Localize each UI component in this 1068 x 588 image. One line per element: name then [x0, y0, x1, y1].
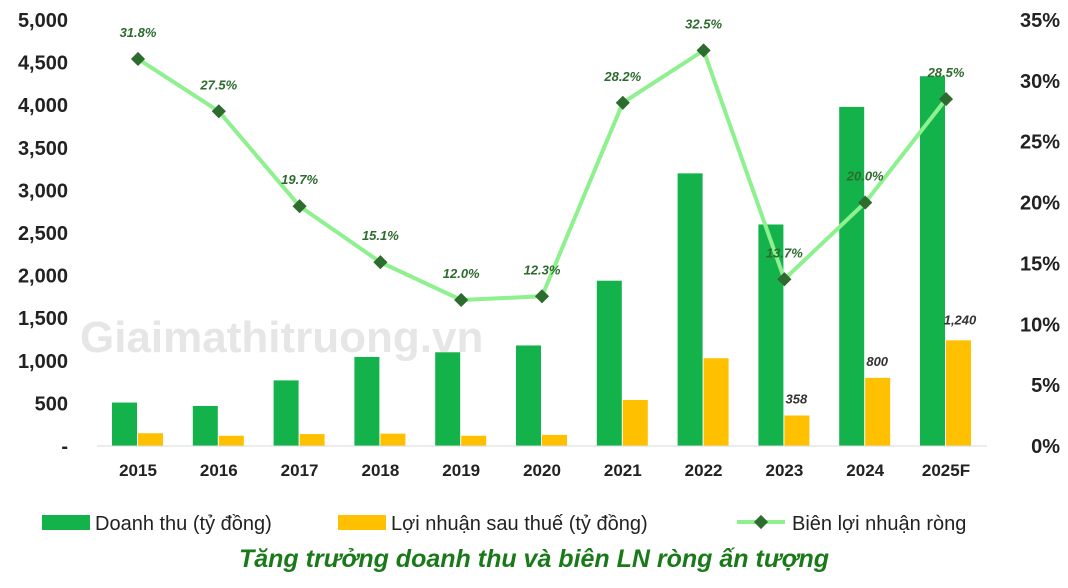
x-tick-label: 2015 — [119, 461, 157, 480]
profit-data-label: 358 — [786, 391, 808, 406]
revenue-bar — [112, 402, 137, 446]
profit-bar — [299, 434, 325, 446]
margin-data-label: 28.5% — [927, 65, 965, 80]
profit-data-label: 1,240 — [944, 312, 977, 327]
revenue-bar — [596, 280, 622, 446]
profit-bar — [622, 399, 648, 446]
legend-label-margin: Biên lợi nhuận ròng — [792, 513, 966, 535]
x-tick-label: 2021 — [604, 461, 642, 480]
margin-marker — [615, 95, 630, 110]
y-right-tick-label: 20% — [1020, 193, 1060, 215]
revenue-bar — [435, 352, 461, 446]
y-right-tick-label: 25% — [1020, 132, 1060, 154]
revenue-bar — [839, 106, 865, 447]
profit-bar — [138, 433, 163, 446]
legend-label-profit: Lợi nhuận sau thuế (tỷ đồng) — [391, 513, 648, 535]
y-left-tick-label: 4,500 — [18, 53, 68, 75]
profit-bar — [703, 358, 729, 446]
margin-data-label: 19.7% — [281, 172, 318, 187]
x-tick-label: 2024 — [846, 461, 884, 480]
y-right-tick-label: 15% — [1020, 253, 1060, 275]
x-tick-label: 2016 — [200, 461, 238, 480]
y-left-tick-label: 2,500 — [18, 223, 68, 245]
y-left-tick-label: 1,500 — [18, 308, 68, 330]
chart-title: Tăng trưởng doanh thu và biên LN ròng ấn… — [239, 545, 829, 573]
margin-data-label: 13.7% — [766, 245, 803, 260]
x-tick-label: 2025F — [922, 461, 970, 480]
profit-bar — [865, 377, 891, 446]
legend-label-revenue: Doanh thu (tỷ đồng) — [95, 513, 272, 535]
y-right-tick-label: 35% — [1020, 10, 1060, 32]
margin-data-label: 12.0% — [443, 266, 480, 281]
revenue-bar — [354, 356, 380, 446]
y-right-tick-label: 30% — [1020, 71, 1060, 93]
profit-bar — [218, 435, 244, 446]
revenue-bar — [516, 345, 541, 446]
x-tick-label: 2023 — [765, 461, 803, 480]
revenue-bar — [273, 380, 299, 446]
margin-data-label: 27.5% — [199, 77, 237, 92]
profit-data-label: 800 — [866, 354, 888, 369]
profit-bar — [946, 340, 971, 446]
margin-data-label: 32.5% — [685, 16, 722, 31]
legend-swatch-revenue — [42, 515, 90, 530]
revenue-bar — [677, 173, 703, 447]
profit-bar — [461, 435, 487, 446]
x-tick-label: 2017 — [281, 461, 319, 480]
margin-data-label: 20.0% — [846, 169, 884, 184]
margin-marker — [534, 289, 550, 304]
y-left-tick-label: 5,000 — [18, 10, 68, 32]
y-left-tick-label: 2,000 — [18, 266, 68, 288]
x-tick-label: 2022 — [685, 461, 723, 480]
margin-marker — [454, 292, 469, 308]
y-right-tick-label: 5% — [1031, 375, 1060, 397]
margin-marker — [938, 92, 954, 107]
margin-data-label: 15.1% — [362, 228, 399, 243]
y-left-tick-label: 500 — [35, 393, 68, 415]
y-left-tick-label: 4,000 — [18, 95, 68, 117]
y-left-tick-label: 1,000 — [18, 351, 68, 373]
margin-data-label: 31.8% — [120, 25, 157, 40]
margin-data-label: 12.3% — [524, 262, 561, 277]
profit-bar — [380, 433, 406, 446]
revenue-bar — [920, 76, 945, 447]
margin-marker — [696, 43, 711, 58]
profit-bar — [784, 415, 810, 446]
margin-marker — [777, 272, 792, 287]
margin-marker — [373, 255, 388, 270]
y-right-tick-label: 0% — [1031, 436, 1060, 458]
legend-swatch-margin-marker — [753, 514, 769, 530]
x-tick-label: 2020 — [523, 461, 561, 480]
y-right-tick-label: 10% — [1020, 314, 1060, 336]
margin-data-label: 28.2% — [603, 69, 641, 84]
y-left-tick-label: - — [61, 436, 68, 458]
margin-marker — [858, 195, 873, 210]
y-left-tick-label: 3,500 — [18, 138, 68, 160]
x-tick-label: 2018 — [361, 461, 399, 480]
watermark: Giaimathitruong.vn — [80, 313, 483, 362]
x-tick-label: 2019 — [442, 461, 480, 480]
revenue-bar — [192, 405, 218, 446]
profit-bar — [542, 434, 567, 446]
margin-marker — [292, 199, 307, 214]
legend-swatch-profit — [338, 515, 386, 530]
y-left-tick-label: 3,000 — [18, 180, 68, 202]
